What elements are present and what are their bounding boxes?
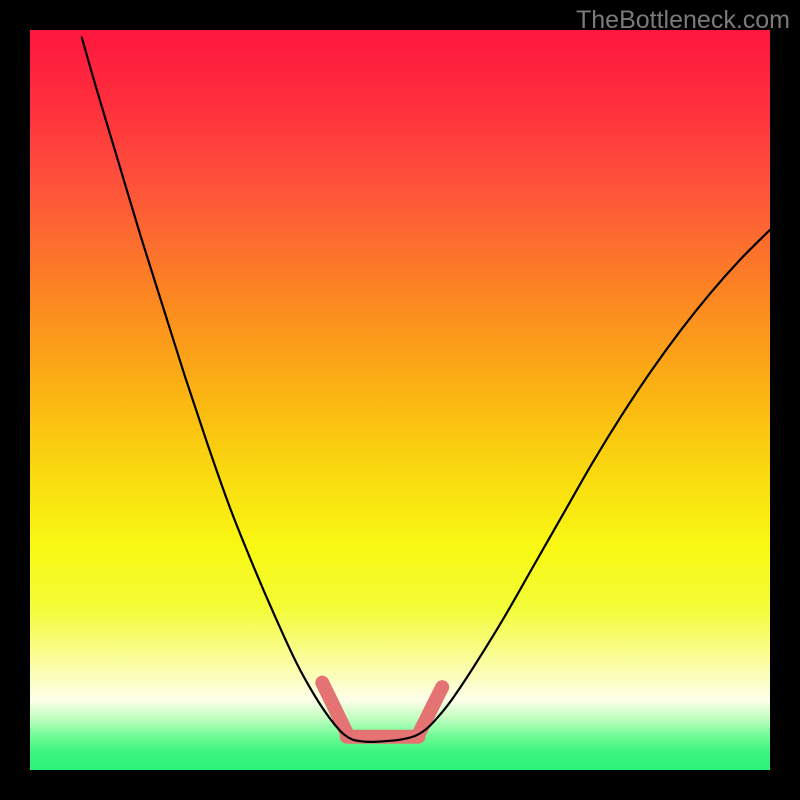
gradient-background [30, 30, 770, 770]
watermark-text: TheBottleneck.com [576, 6, 790, 35]
bottleneck-chart [30, 30, 770, 770]
